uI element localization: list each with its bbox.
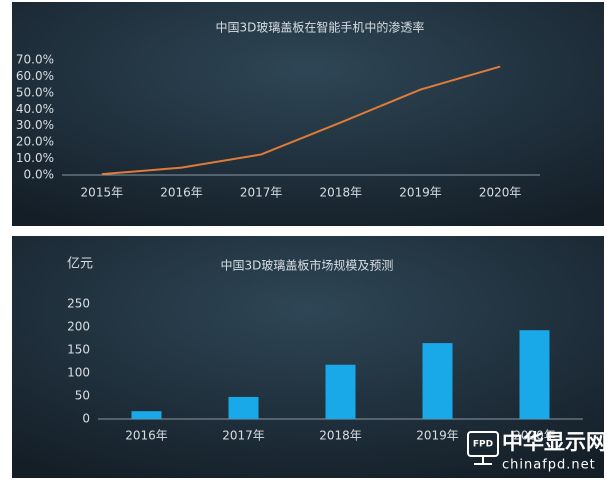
x-tick-label: 2020年 (513, 429, 556, 443)
x-tick-label: 2018年 (319, 429, 362, 443)
x-tick-label: 2016年 (160, 186, 203, 200)
logo-text: FPD (473, 440, 493, 450)
y-tick-label: 250 (67, 297, 90, 311)
bar (519, 330, 550, 419)
y-tick-label: 30.0% (16, 118, 54, 132)
bar (228, 396, 259, 419)
x-tick-label: 2019年 (399, 186, 442, 200)
x-tick-label: 2015年 (81, 186, 124, 200)
chart-title: 中国3D玻璃盖板在智能手机中的渗透率 (216, 20, 425, 35)
site-url: chinafpd.net (502, 458, 596, 473)
x-tick-label: 2019年 (416, 429, 459, 443)
line (101, 65, 501, 176)
y-tick-label: 0 (82, 412, 90, 426)
y-tick-label: 100 (67, 366, 90, 380)
y-tick-label: 50.0% (16, 85, 54, 99)
y-tick-label: 20.0% (16, 135, 54, 149)
y-tick-label: 10.0% (16, 151, 54, 165)
panel (12, 2, 604, 226)
x-tick-label: 2016年 (125, 429, 168, 443)
y-tick-label: 50 (75, 389, 90, 403)
y-tick-label: 200 (67, 320, 90, 334)
y-tick-label: 0.0% (24, 168, 55, 182)
y-tick-label: 60.0% (16, 69, 54, 83)
x-tick-label: 2017年 (240, 186, 283, 200)
x-tick-label: 2018年 (320, 186, 363, 200)
y-tick-label: 40.0% (16, 102, 54, 116)
bar (325, 364, 356, 419)
panel (12, 236, 604, 478)
chart-title: 中国3D玻璃盖板市场规模及预测 (221, 258, 394, 273)
y-tick-label: 150 (67, 343, 90, 357)
bar (422, 343, 453, 419)
bar (131, 411, 162, 419)
watermark: FPD 中华显示网 chinafpd.net (467, 430, 607, 473)
x-tick-label: 2017年 (222, 429, 265, 443)
y-axis-label: 亿元 (67, 257, 93, 272)
site-name: 中华显示网 (502, 430, 607, 454)
x-tick-label: 2020年 (479, 186, 522, 200)
y-tick-label: 70.0% (16, 53, 54, 67)
